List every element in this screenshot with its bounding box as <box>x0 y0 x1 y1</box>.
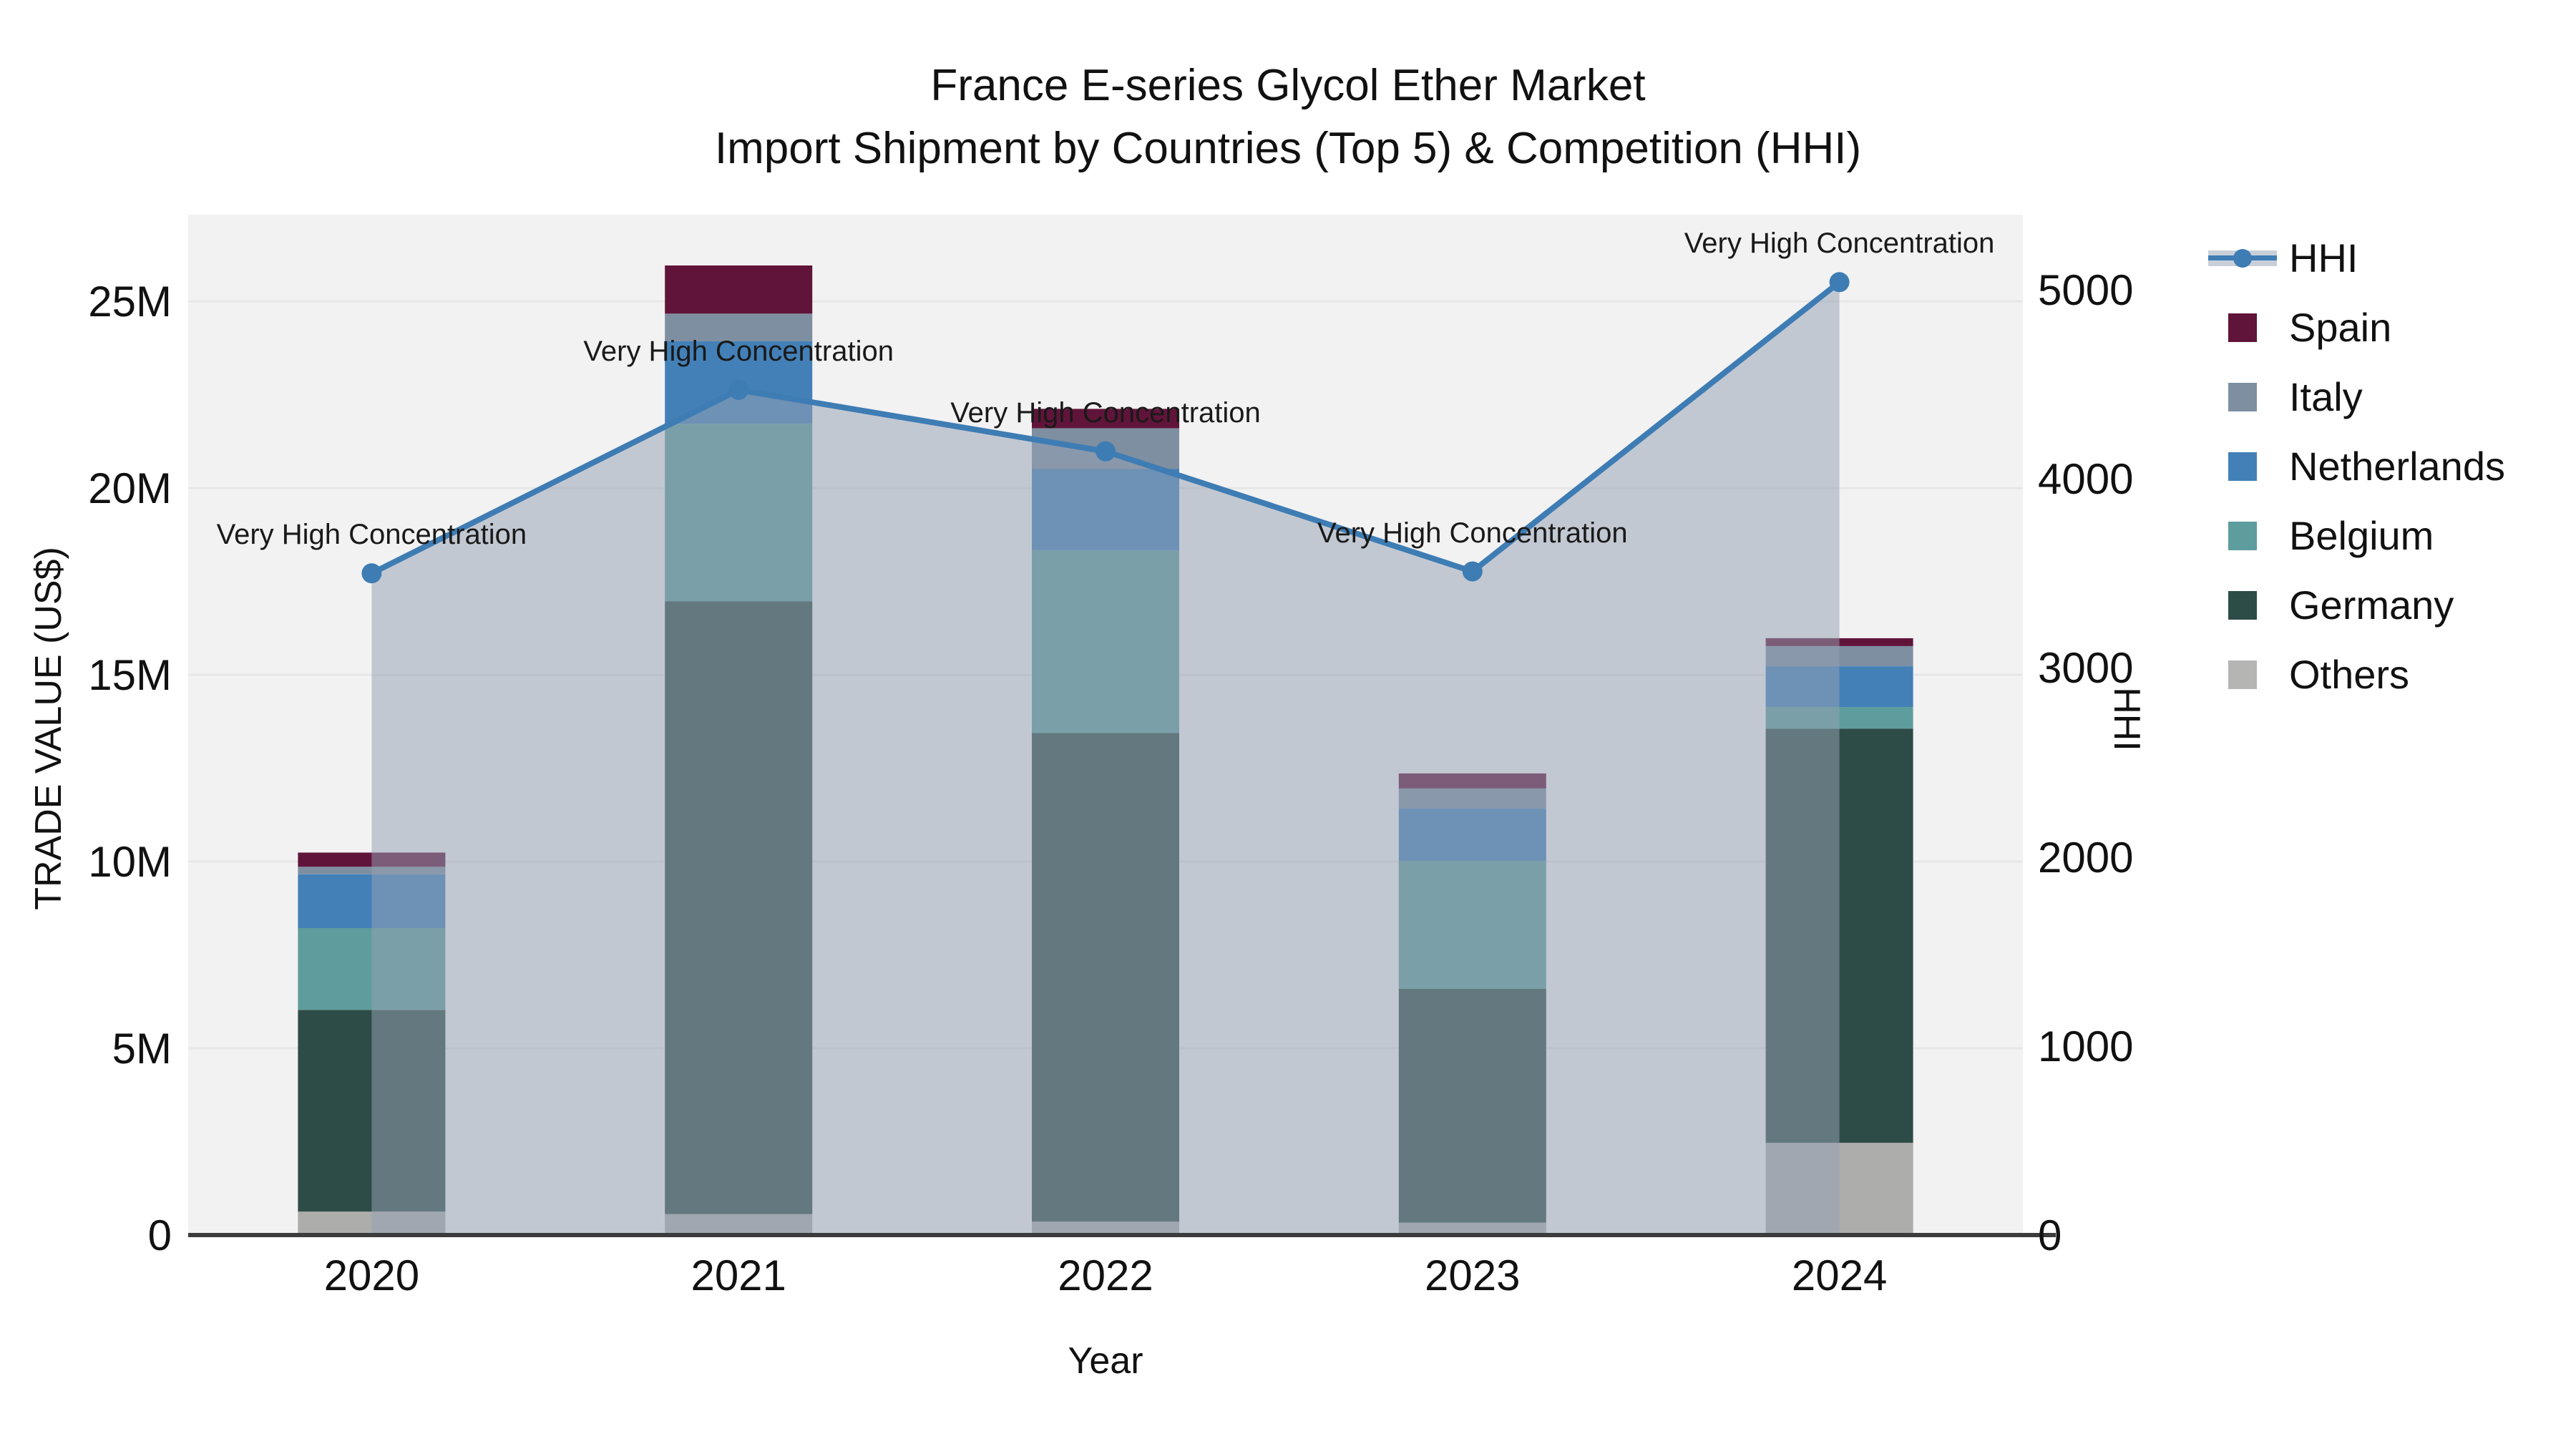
bar-segment-spain[interactable] <box>665 265 813 314</box>
x-tick-label: 2024 <box>1791 1252 1888 1299</box>
legend-label: Italy <box>2289 374 2363 419</box>
hhi-marker[interactable] <box>1462 561 1483 582</box>
y-left-tick-label: 0 <box>147 1211 172 1259</box>
y-right-tick-label: 2000 <box>2038 833 2134 882</box>
x-tick-label: 2021 <box>691 1252 786 1299</box>
legend-label: Netherlands <box>2289 444 2505 489</box>
bar-segment-spain[interactable] <box>1032 409 1179 429</box>
y-left-tick-label: 20M <box>88 464 172 513</box>
legend-label: Germany <box>2289 582 2454 628</box>
chart-title-line1: France E-series Glycol Ether Market <box>930 61 1646 110</box>
y-right-tick-label: 4000 <box>2038 455 2134 504</box>
x-tick-label: 2020 <box>323 1252 420 1299</box>
x-axis-title: Year <box>1068 1340 1143 1382</box>
y-axis-left-ticks: 0 5M 10M 15M 20M 25M <box>0 0 172 1449</box>
legend-label: Belgium <box>2289 513 2434 558</box>
legend-color-swatch <box>2228 313 2257 342</box>
hhi-line-legend-icon <box>2208 244 2277 273</box>
legend-color-swatch <box>2228 382 2257 411</box>
legend-label: Spain <box>2289 305 2392 350</box>
y-right-tick-label: 1000 <box>2038 1022 2134 1070</box>
y-axis-right-ticks: 0 1000 2000 3000 4000 5000 <box>2038 0 2253 1449</box>
legend-color-swatch <box>2228 660 2257 689</box>
y-left-tick-label: 10M <box>88 838 172 887</box>
y-left-tick-label: 15M <box>88 651 172 700</box>
hhi-marker[interactable] <box>1829 272 1850 293</box>
hhi-marker[interactable] <box>728 379 749 400</box>
y-right-tick-label: 5000 <box>2038 265 2134 314</box>
bar-segment-italy[interactable] <box>665 313 813 341</box>
y-axis-right-title: HHI <box>2106 687 2147 751</box>
y-left-tick-label: 5M <box>112 1025 172 1073</box>
x-axis-line <box>188 1233 2056 1237</box>
x-tick-label: 2023 <box>1425 1252 1521 1299</box>
legend-color-swatch <box>2228 590 2257 620</box>
chart-canvas <box>188 265 2023 1235</box>
y-right-tick-label: 3000 <box>2038 644 2134 693</box>
legend-color-swatch <box>2228 521 2257 550</box>
y-right-tick-label: 0 <box>2038 1211 2062 1259</box>
y-left-tick-label: 25M <box>88 278 172 326</box>
plot-area <box>188 215 2023 1235</box>
chart-title-line2: Import Shipment by Countries (Top 5) & C… <box>714 124 1862 173</box>
legend-label: HHI <box>2289 235 2358 280</box>
hhi-area-fill <box>371 282 1840 1235</box>
legend-color-swatch <box>2228 452 2257 481</box>
hhi-marker[interactable] <box>361 563 382 584</box>
legend-label: Others <box>2289 652 2410 697</box>
y-axis-left-title: TRADE VALUE (US$) <box>28 547 69 910</box>
x-tick-label: 2022 <box>1058 1252 1153 1299</box>
hhi-marker[interactable] <box>1096 441 1116 462</box>
